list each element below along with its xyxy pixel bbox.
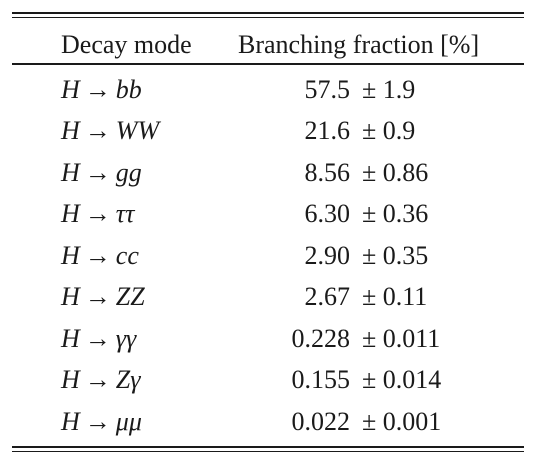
decay-arrow: → <box>84 365 111 394</box>
decay-arrow: → <box>84 116 111 145</box>
parent-particle: H <box>61 323 80 353</box>
decay-arrow: → <box>84 282 111 311</box>
decay-products: bb <box>115 74 142 104</box>
decay-mode-cell: H → WW <box>61 116 231 146</box>
decay-mode-cell: H → μμ <box>61 407 231 437</box>
branching-fraction-value: 2.67 <box>304 282 351 311</box>
branching-fraction-uncertainty: ± 0.014 <box>362 365 442 394</box>
header-rule <box>12 63 524 65</box>
top-rule-outer <box>12 12 524 14</box>
branching-fraction-value: 21.6 <box>304 116 351 145</box>
decay-arrow: → <box>84 74 111 104</box>
branching-fraction-value: 2.90 <box>304 240 351 270</box>
decay-arrow: → <box>84 323 111 353</box>
table-row: H → WW 21.6 ± 0.9 <box>12 110 524 152</box>
parent-particle: H <box>61 157 80 187</box>
decay-arrow: → <box>84 157 111 187</box>
decay-arrow: → <box>84 199 111 228</box>
branching-fraction-value: 6.30 <box>304 199 351 228</box>
top-rule-inner <box>12 16 524 18</box>
table-row: H → ττ 6.30 ± 0.36 <box>12 193 524 235</box>
branching-fraction-value: 57.5 <box>304 74 351 104</box>
decay-mode-cell: H → ZZ <box>61 282 231 312</box>
branching-fraction-value: 0.022 <box>291 406 351 436</box>
decay-mode-cell: H → gg <box>61 158 231 188</box>
branching-fraction-uncertainty: ± 0.9 <box>362 116 416 145</box>
table-body: H → bb 57.5 ± 1.9 H → WW 21.6 ± 0.9 H → gg 8.56 ± 0.86… <box>12 65 524 447</box>
table-row: H → ZZ 2.67 ± 0.11 <box>12 276 524 318</box>
decay-products: cc <box>115 240 139 270</box>
decay-mode-cell: H → Zγ <box>61 365 231 395</box>
table-row: H → μμ 0.022 ± 0.001 <box>12 401 524 443</box>
decay-arrow: → <box>84 406 111 436</box>
header-decay-mode: Decay mode <box>61 30 192 59</box>
decay-products: γγ <box>115 323 137 353</box>
parent-particle: H <box>61 116 80 145</box>
branching-fraction-uncertainty: ± 0.011 <box>362 323 441 353</box>
branching-fraction-uncertainty: ± 0.001 <box>362 406 442 436</box>
header-branching-fraction: Branching fraction [%] <box>238 30 480 59</box>
table-row: H → γγ 0.228 ± 0.011 <box>12 318 524 360</box>
parent-particle: H <box>61 199 80 228</box>
parent-particle: H <box>61 74 80 104</box>
decay-mode-cell: H → γγ <box>61 324 231 354</box>
table-row: H → cc 2.90 ± 0.35 <box>12 235 524 277</box>
branching-fraction-uncertainty: ± 0.36 <box>362 199 429 228</box>
branching-fraction-uncertainty: ± 0.11 <box>362 282 428 311</box>
decay-mode-cell: H → ττ <box>61 199 231 229</box>
table-row: H → bb 57.5 ± 1.9 <box>12 69 524 111</box>
decay-mode-cell: H → bb <box>61 75 231 105</box>
branching-fraction-uncertainty: ± 0.35 <box>362 240 429 270</box>
decay-products: gg <box>115 157 142 187</box>
table-header: Decay mode Branching fraction [%] <box>12 18 524 63</box>
branching-fraction-value: 0.228 <box>291 323 351 353</box>
decay-products: ZZ <box>115 282 145 311</box>
decay-products: μμ <box>115 406 142 436</box>
parent-particle: H <box>61 282 80 311</box>
parent-particle: H <box>61 406 80 436</box>
parent-particle: H <box>61 240 80 270</box>
table-row: H → gg 8.56 ± 0.86 <box>12 152 524 194</box>
bottom-rule-outer <box>12 450 524 452</box>
decay-arrow: → <box>84 240 111 270</box>
branching-fraction-table: Decay mode Branching fraction [%] H → bb 57… <box>12 12 524 452</box>
decay-mode-cell: H → cc <box>61 241 231 271</box>
branching-fraction-uncertainty: ± 1.9 <box>362 74 416 104</box>
decay-products: Zγ <box>115 365 141 394</box>
bottom-rule-inner <box>12 446 524 448</box>
table-row: H → Zγ 0.155 ± 0.014 <box>12 359 524 401</box>
branching-fraction-value: 8.56 <box>304 157 351 187</box>
decay-products: WW <box>115 116 160 145</box>
parent-particle: H <box>61 365 80 394</box>
decay-products: ττ <box>115 199 135 228</box>
branching-fraction-value: 0.155 <box>291 365 351 394</box>
branching-fraction-uncertainty: ± 0.86 <box>362 157 429 187</box>
